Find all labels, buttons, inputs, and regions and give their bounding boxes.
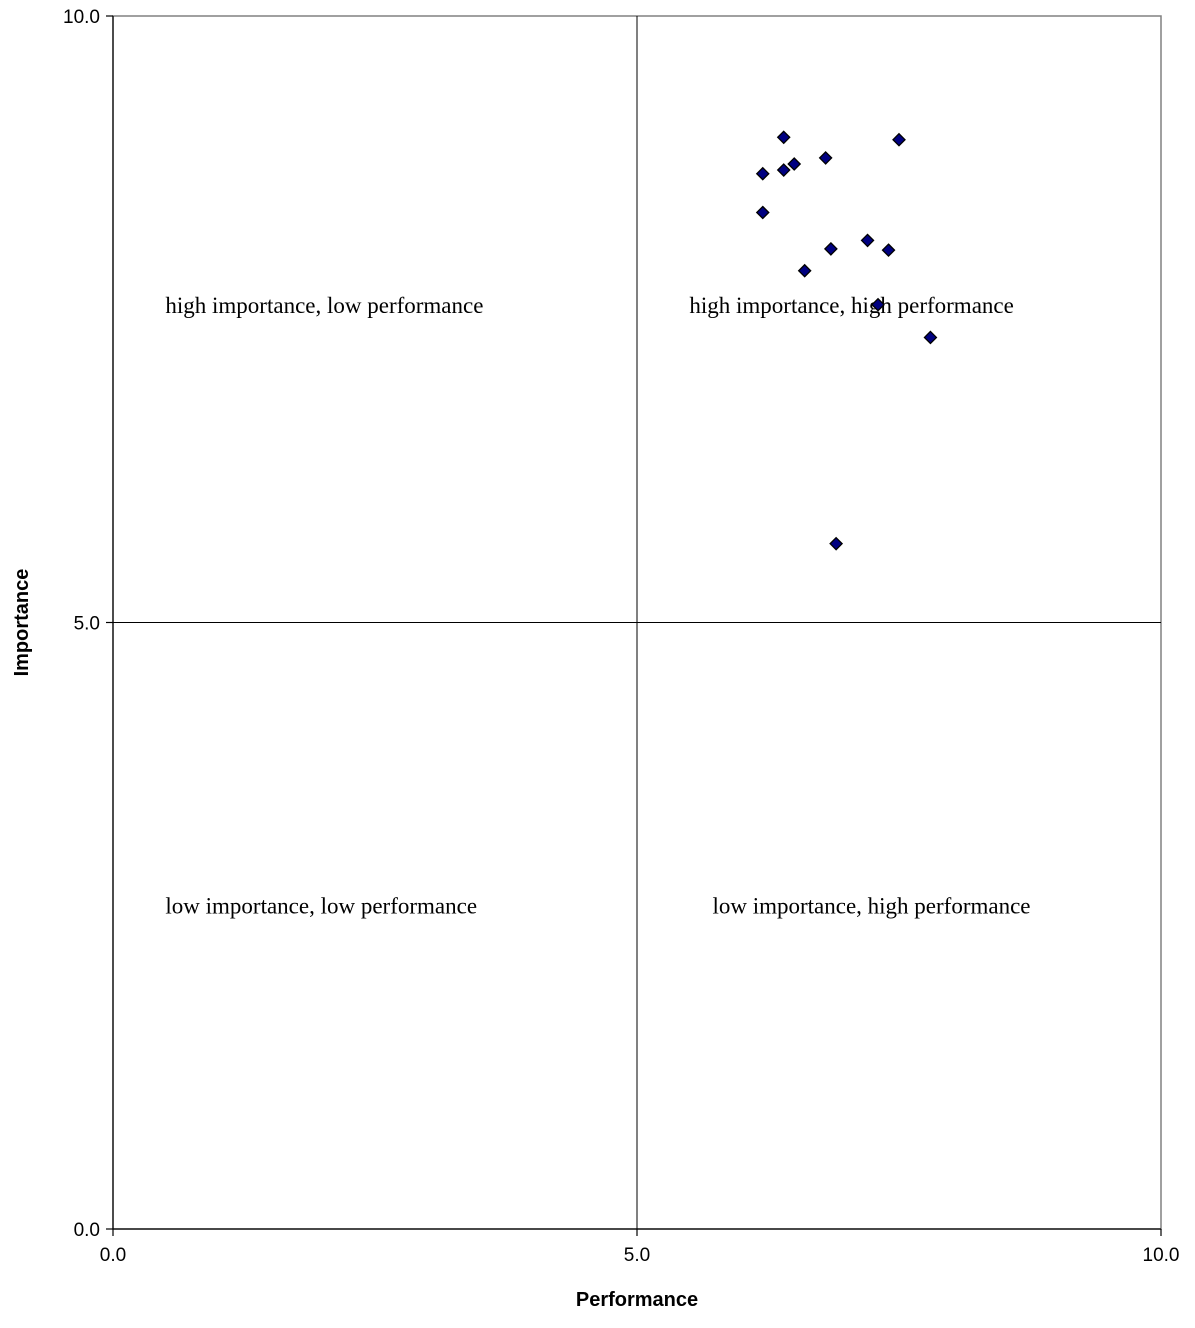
data-point bbox=[797, 263, 812, 278]
x-axis-title: Performance bbox=[576, 1289, 698, 1311]
data-point bbox=[892, 132, 906, 147]
quadrant-annotation: low importance, low performance bbox=[165, 894, 477, 919]
data-point bbox=[881, 243, 896, 258]
data-point bbox=[871, 297, 885, 312]
quadrant-annotation: high importance, low performance bbox=[165, 293, 483, 318]
y-tick-label: 5.0 bbox=[74, 614, 100, 635]
y-axis-title: Importance bbox=[11, 569, 33, 677]
data-point bbox=[755, 166, 770, 181]
data-point bbox=[787, 157, 802, 171]
data-point bbox=[923, 330, 938, 345]
data-point bbox=[829, 536, 844, 551]
data-point bbox=[755, 205, 770, 220]
y-tick-label: 10.0 bbox=[63, 7, 100, 28]
data-point bbox=[818, 151, 833, 165]
quadrant-annotation: low importance, high performance bbox=[712, 894, 1030, 919]
x-tick-label: 5.0 bbox=[624, 1245, 650, 1266]
data-point bbox=[776, 163, 791, 177]
x-tick-label: 0.0 bbox=[100, 1245, 126, 1266]
data-point bbox=[776, 130, 791, 145]
x-tick-label: 10.0 bbox=[1143, 1245, 1180, 1266]
y-tick-label: 0.0 bbox=[74, 1220, 100, 1241]
data-point bbox=[860, 233, 875, 248]
data-point bbox=[823, 241, 838, 256]
quadrant-annotation: high importance, high performance bbox=[689, 293, 1013, 318]
